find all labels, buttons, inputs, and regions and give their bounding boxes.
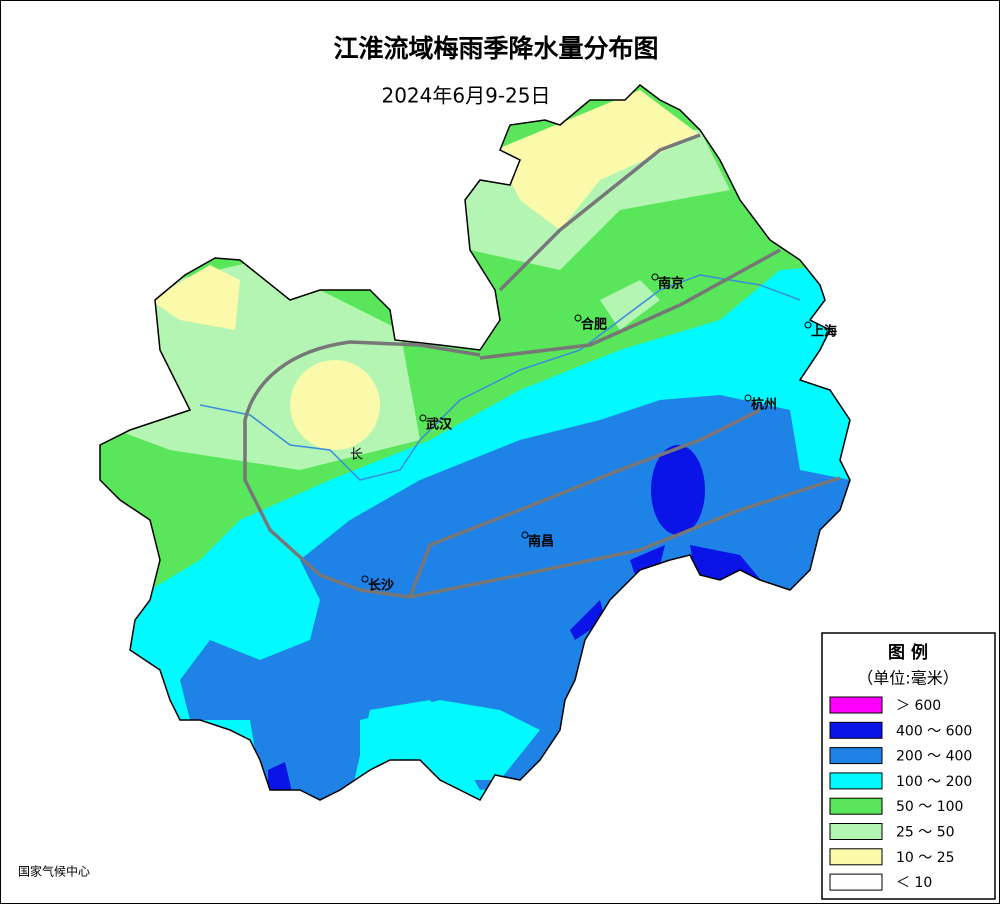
legend-label: 10 ～ 25 xyxy=(896,850,955,866)
city-marker xyxy=(574,314,582,322)
legend-unit: （单位:毫米） xyxy=(857,669,958,688)
city-label: 杭州 xyxy=(751,397,777,413)
source: 国家气候中心 xyxy=(18,864,90,879)
city-marker xyxy=(419,414,427,422)
legend-swatch xyxy=(829,797,883,815)
river-label: 长 xyxy=(350,448,363,463)
legend-label: ＜ 10 xyxy=(896,875,932,891)
legend: 图 例 （单位:毫米） ＞ 600 400 ～ 600 200 ～ 400 100 ～… xyxy=(821,632,996,900)
legend-label: 50 ～ 100 xyxy=(896,799,963,815)
city-marker xyxy=(804,321,812,329)
yangtze-river xyxy=(199,274,801,481)
city-marker xyxy=(744,394,752,402)
city-label: 上海 xyxy=(811,324,837,340)
legend-title: 图 例 xyxy=(888,642,928,663)
legend-swatch xyxy=(829,747,883,765)
rain-belts xyxy=(243,133,841,599)
map-title: 江淮流域梅雨季降水量分布图 xyxy=(333,34,658,63)
legend-swatch xyxy=(829,823,883,840)
legend-label: ＞ 600 xyxy=(896,698,941,714)
legend-swatch xyxy=(829,696,883,714)
city-label: 长沙 xyxy=(368,578,394,594)
map-subtitle: 2024年6月9-25日 xyxy=(381,84,550,108)
city-marker xyxy=(521,531,529,539)
legend-label: 25 ～ 50 xyxy=(896,825,955,841)
legend-label: 200 ～ 400 xyxy=(896,749,972,765)
city-label: 合肥 xyxy=(581,317,607,333)
city-label: 南京 xyxy=(658,276,684,292)
legend-swatch xyxy=(829,721,883,739)
legend-label: 400 ～ 600 xyxy=(896,723,972,739)
city-marker xyxy=(651,273,659,281)
city-marker xyxy=(361,575,369,583)
legend-swatch xyxy=(829,848,883,866)
city-label: 武汉 xyxy=(426,417,453,433)
city-label: 南昌 xyxy=(528,534,554,550)
legend-swatch xyxy=(829,873,883,891)
legend-swatch xyxy=(829,772,883,790)
legend-label: 100 ～ 200 xyxy=(896,774,972,790)
